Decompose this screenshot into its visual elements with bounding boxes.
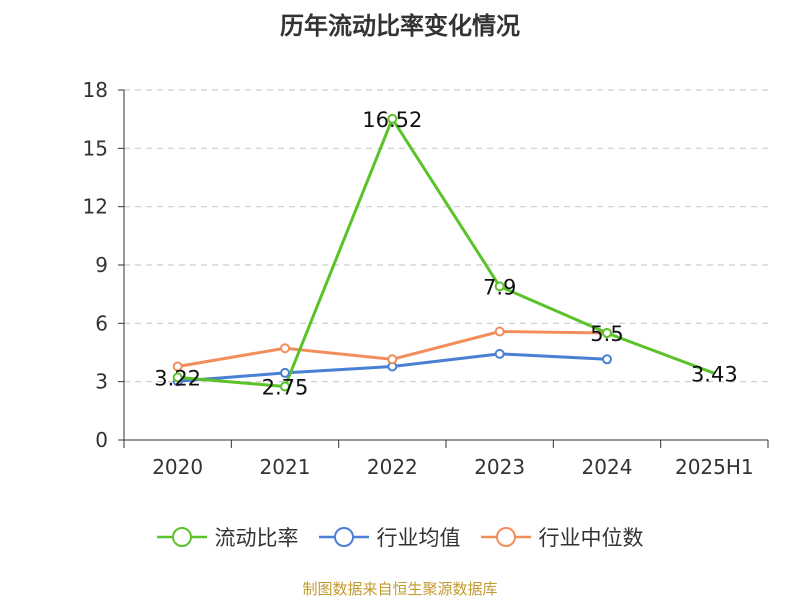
- data-point-series-0[interactable]: [602, 328, 612, 339]
- y-tick-label: 18: [83, 78, 108, 102]
- y-tick-label: 9: [95, 253, 108, 277]
- data-label: 3.43: [691, 362, 738, 386]
- data-label: 16.52: [362, 108, 422, 132]
- x-tick-label: 2021: [260, 455, 311, 479]
- data-point-series-1[interactable]: [280, 367, 290, 378]
- data-label: 2.75: [262, 376, 309, 400]
- data-point-series-1[interactable]: [494, 348, 505, 359]
- source-note: 制图数据来自恒生聚源数据库: [302, 580, 498, 598]
- legend-marker-series-1: [318, 527, 369, 547]
- legend-item-series-1[interactable]: 行业均值: [318, 522, 461, 552]
- x-tick-label: 2024: [582, 455, 633, 479]
- data-point-series-2[interactable]: [280, 343, 290, 354]
- data-point-series-2[interactable]: [172, 361, 183, 372]
- legend-label-series-0: 流动比率: [214, 526, 299, 550]
- y-tick-label: 6: [95, 311, 108, 335]
- legend: 流动比率 行业均值 行业中位数: [0, 522, 800, 552]
- y-tick-label: 0: [95, 428, 108, 452]
- legend-marker-series-2: [480, 527, 531, 547]
- legend-item-series-0[interactable]: 流动比率: [156, 522, 299, 552]
- legend-label-series-2: 行业中位数: [538, 526, 644, 550]
- y-tick-label: 3: [95, 370, 108, 394]
- x-tick-label: 2025H1: [675, 455, 754, 479]
- y-tick-label: 12: [83, 195, 108, 219]
- y-tick-label: 15: [83, 136, 108, 160]
- data-point-series-2[interactable]: [387, 354, 398, 365]
- series-line-0: [177, 117, 715, 389]
- data-point-series-0[interactable]: [172, 372, 183, 383]
- chart-title: 历年流动比率变化情况: [280, 12, 520, 40]
- legend-item-series-2[interactable]: 行业中位数: [480, 522, 644, 552]
- x-tick-label: 2023: [474, 455, 525, 479]
- x-tick-label: 2020: [152, 455, 203, 479]
- legend-marker-series-0: [156, 527, 207, 547]
- data-point-series-0[interactable]: [387, 113, 398, 124]
- data-point-series-0[interactable]: [494, 281, 505, 292]
- data-point-series-2[interactable]: [494, 326, 505, 337]
- data-label: 3.22: [154, 366, 201, 390]
- data-point-series-1[interactable]: [602, 354, 612, 365]
- legend-label-series-1: 行业均值: [376, 526, 461, 550]
- data-point-series-0[interactable]: [280, 381, 290, 392]
- x-tick-label: 2022: [367, 455, 418, 479]
- data-label: 7.9: [483, 275, 516, 299]
- data-label: 5.5: [590, 322, 623, 346]
